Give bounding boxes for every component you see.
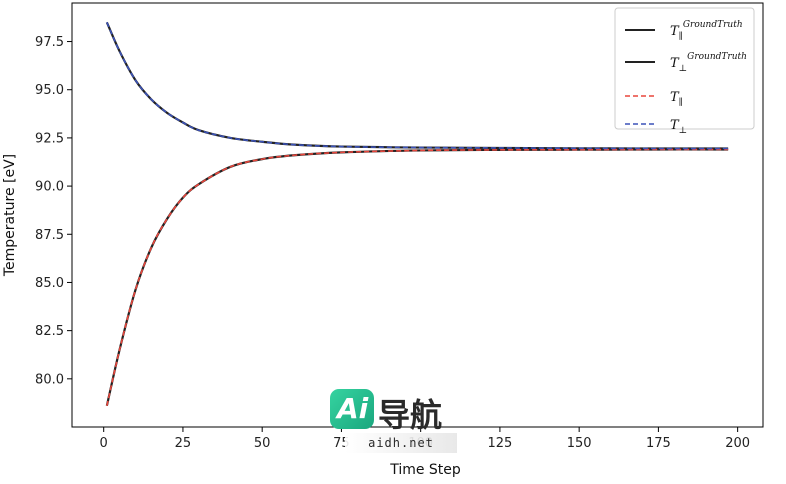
legend-box — [614, 7, 755, 130]
x-tick-label: 25 — [175, 436, 192, 451]
watermark-brand-text: 导航 — [378, 396, 443, 434]
y-tick-label: 85.0 — [35, 276, 64, 291]
x-tick-label: 150 — [567, 436, 592, 451]
y-axis-label: Temperature [eV] — [2, 154, 18, 277]
plot-frame — [71, 2, 764, 428]
y-tick-label: 95.0 — [35, 83, 64, 98]
series-line-2 — [106, 148, 729, 406]
watermark-logo-text: Ai — [337, 392, 369, 425]
series-line-3 — [106, 21, 729, 150]
y-tick-label: 82.5 — [35, 324, 64, 339]
y-tick-label: 90.0 — [35, 180, 64, 195]
x-tick-label: 0 — [100, 436, 108, 451]
x-tick-label: 200 — [725, 436, 750, 451]
y-tick-label: 92.5 — [35, 131, 64, 146]
x-tick-label: 175 — [646, 436, 671, 451]
y-tick-label: 80.0 — [35, 372, 64, 387]
watermark-url-text: aidh.net — [345, 433, 457, 453]
y-tick-label: 97.5 — [35, 35, 64, 50]
watermark-logo-icon — [330, 389, 374, 429]
y-tick-label: 87.5 — [35, 228, 64, 243]
x-axis-label: Time Step — [389, 462, 461, 478]
x-tick-label: 50 — [254, 436, 271, 451]
x-tick-label: 125 — [487, 436, 512, 451]
series-line-0 — [105, 148, 729, 407]
